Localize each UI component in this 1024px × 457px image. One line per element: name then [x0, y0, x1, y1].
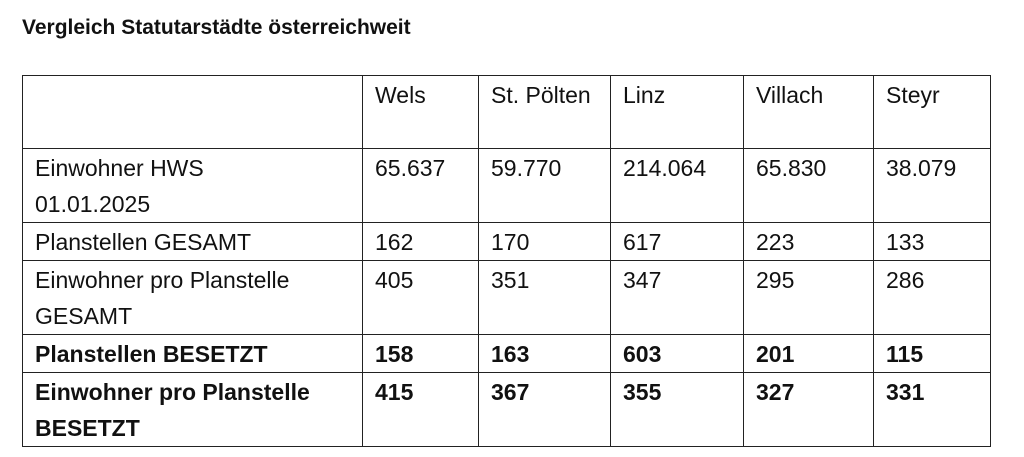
cell: 617 [610, 222, 744, 261]
cell: 65.637 [362, 148, 479, 223]
cell: 170 [478, 222, 611, 261]
row-label: Planstellen BESETZT [22, 334, 363, 373]
table-row: Einwohner pro Planstelle BESETZT 415 367 35… [22, 372, 991, 447]
cell: 331 [873, 372, 991, 447]
row-label: Einwohner pro Planstelle GESAMT [22, 260, 363, 335]
cell: 162 [362, 222, 479, 261]
cell: 351 [478, 260, 611, 335]
cell: 367 [478, 372, 611, 447]
cell: 286 [873, 260, 991, 335]
cell: 603 [610, 334, 744, 373]
title: Vergleich Statutarstädte österreichweit [22, 16, 411, 39]
cell: 295 [743, 260, 874, 335]
column-header: Steyr [873, 75, 991, 149]
comparison-table: Wels St. Pölten Linz Villach Steyr Einwohner … [22, 75, 991, 447]
cell: 415 [362, 372, 479, 447]
row-label: Planstellen GESAMT [22, 222, 363, 261]
cell: 327 [743, 372, 874, 447]
cell: 163 [478, 334, 611, 373]
cell: 223 [743, 222, 874, 261]
cell: 347 [610, 260, 744, 335]
row-label: Einwohner pro Planstelle BESETZT [22, 372, 363, 447]
corner-cell [22, 75, 363, 149]
cell: 133 [873, 222, 991, 261]
column-header: Villach [743, 75, 874, 149]
cell: 115 [873, 334, 991, 373]
column-header: St. Pölten [478, 75, 611, 149]
cell: 65.830 [743, 148, 874, 223]
cell: 59.770 [478, 148, 611, 223]
table-row: Planstellen BESETZT 158 163 603 201 115 [22, 334, 991, 373]
header-row: Wels St. Pölten Linz Villach Steyr [22, 75, 991, 149]
table-row: Einwohner HWS 01.01.2025 65.637 59.770 214.… [22, 148, 991, 223]
table-row: Einwohner pro Planstelle GESAMT 405 351 347… [22, 260, 991, 335]
row-label: Einwohner HWS 01.01.2025 [22, 148, 363, 223]
table-row: Planstellen GESAMT 162 170 617 223 133 [22, 222, 991, 261]
column-header: Wels [362, 75, 479, 149]
cell: 214.064 [610, 148, 744, 223]
cell: 158 [362, 334, 479, 373]
column-header: Linz [610, 75, 744, 149]
cell: 355 [610, 372, 744, 447]
cell: 38.079 [873, 148, 991, 223]
cell: 201 [743, 334, 874, 373]
cell: 405 [362, 260, 479, 335]
